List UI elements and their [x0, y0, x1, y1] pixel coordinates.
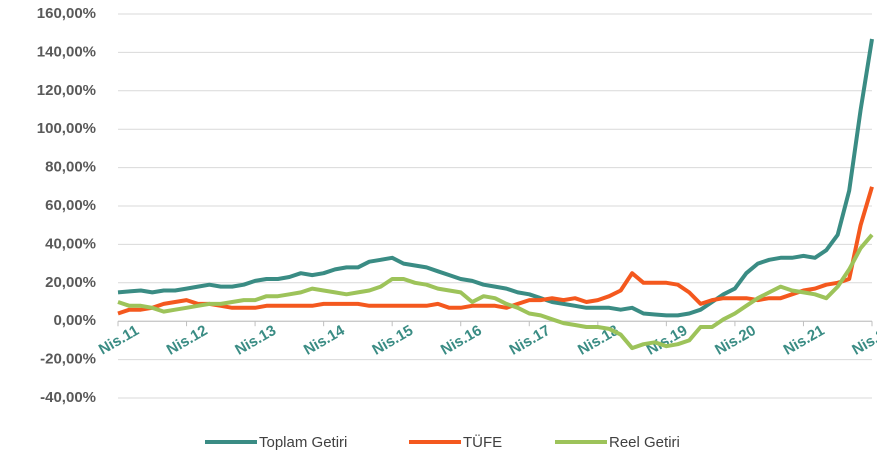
y-tick-label: 160,00% — [37, 5, 96, 22]
y-tick-label: -20,00% — [40, 351, 96, 368]
y-tick-label: 120,00% — [37, 82, 96, 99]
x-tick-label: Nis.22 — [849, 322, 877, 359]
legend-label: Toplam Getiri — [259, 434, 347, 451]
x-tick-label: Nis.15 — [369, 322, 416, 359]
y-tick-label: 100,00% — [37, 120, 96, 137]
legend-item: Reel Getiri — [555, 434, 680, 451]
x-tick-label: Nis.12 — [164, 322, 211, 359]
y-tick-label: 20,00% — [45, 274, 96, 291]
y-tick-label: 140,00% — [37, 43, 96, 60]
y-tick-label: 0,00% — [53, 312, 96, 329]
y-tick-label: 60,00% — [45, 197, 96, 214]
series-line — [117, 233, 874, 351]
x-tick-label: Nis.16 — [438, 322, 485, 359]
series-line — [117, 186, 874, 316]
legend-label: TÜFE — [463, 433, 502, 451]
series-line — [117, 38, 874, 318]
legend-item: Toplam Getiri — [205, 434, 347, 451]
x-tick-label: Nis.11 — [96, 322, 142, 358]
y-tick-label: 80,00% — [45, 159, 96, 176]
y-tick-label: -40,00% — [40, 389, 96, 406]
x-tick-label: Nis.21 — [781, 322, 828, 359]
x-tick-label: Nis.17 — [506, 322, 553, 359]
y-tick-label: 40,00% — [45, 235, 96, 252]
x-tick-label: Nis.14 — [301, 322, 348, 359]
legend-label: Reel Getiri — [609, 434, 680, 451]
x-tick-label: Nis.20 — [712, 322, 759, 359]
x-tick-label: Nis.13 — [232, 322, 279, 359]
legend-item: TÜFE — [409, 433, 502, 451]
